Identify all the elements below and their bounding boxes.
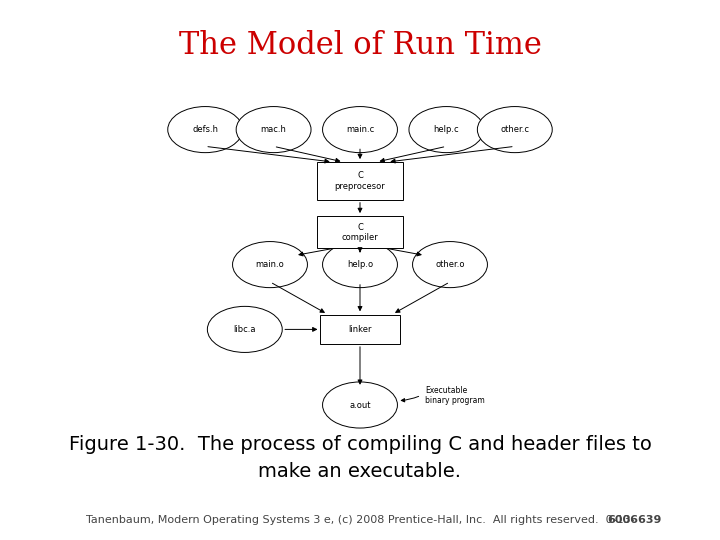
Text: defs.h: defs.h	[192, 125, 218, 134]
Text: mac.h: mac.h	[261, 125, 287, 134]
Text: main.o: main.o	[256, 260, 284, 269]
Text: C
compiler: C compiler	[341, 222, 379, 242]
Text: Figure 1-30.  The process of compiling C and header files to: Figure 1-30. The process of compiling C …	[68, 435, 652, 454]
Bar	[317, 216, 403, 248]
Ellipse shape	[168, 106, 243, 153]
Ellipse shape	[207, 306, 282, 353]
Ellipse shape	[323, 382, 397, 428]
Ellipse shape	[323, 241, 397, 288]
Text: The Model of Run Time: The Model of Run Time	[179, 30, 541, 60]
Text: help.c: help.c	[433, 125, 459, 134]
Text: Executable
binary program: Executable binary program	[425, 386, 485, 405]
Ellipse shape	[233, 241, 307, 288]
Ellipse shape	[323, 106, 397, 153]
Text: other.o: other.o	[436, 260, 464, 269]
Text: C
preprocesor: C preprocesor	[335, 171, 385, 191]
Text: a.out: a.out	[349, 401, 371, 409]
Text: main.c: main.c	[346, 125, 374, 134]
Text: other.c: other.c	[500, 125, 529, 134]
Bar	[320, 314, 400, 345]
Ellipse shape	[236, 106, 311, 153]
Ellipse shape	[413, 241, 487, 288]
Text: help.o: help.o	[347, 260, 373, 269]
Text: Tanenbaum, Modern Operating Systems 3 e, (c) 2008 Prentice-Hall, Inc.  All right: Tanenbaum, Modern Operating Systems 3 e,…	[86, 515, 634, 525]
Text: make an executable.: make an executable.	[258, 462, 462, 481]
Ellipse shape	[409, 106, 484, 153]
Text: libc.a: libc.a	[233, 325, 256, 334]
Text: 6006639: 6006639	[608, 515, 662, 525]
Text: linker: linker	[348, 325, 372, 334]
Ellipse shape	[477, 106, 552, 153]
Bar	[317, 162, 403, 200]
